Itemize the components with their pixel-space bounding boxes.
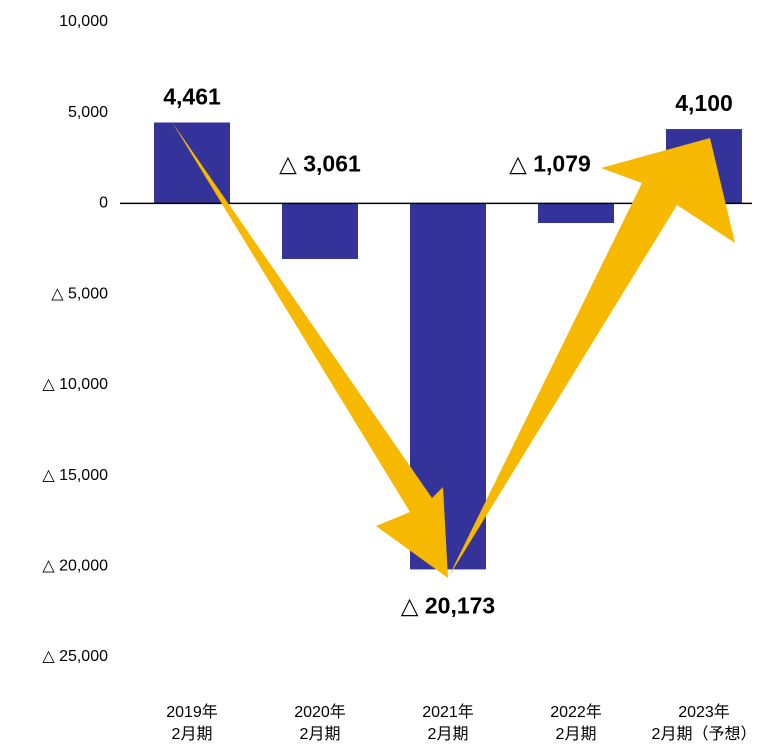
x-tick-label: 2023年: [678, 703, 730, 721]
x-tick-label: 2月期（予想）: [652, 725, 757, 743]
y-tick-label: △ 15,000: [42, 467, 108, 484]
x-tick-label: 2月期: [556, 725, 597, 743]
y-tick-label: 10,000: [59, 13, 108, 30]
y-tick-label: 0: [99, 195, 108, 212]
x-tick-label: 2月期: [300, 725, 341, 743]
bar: [282, 203, 358, 259]
arrow-up: [448, 138, 735, 578]
value-label: △ 3,061: [279, 151, 361, 177]
y-tick-label: △ 20,000: [42, 558, 108, 575]
bar: [538, 203, 614, 224]
value-label: △ 20,173: [401, 593, 495, 619]
y-tick-label: △ 25,000: [42, 648, 108, 665]
y-tick-label: 5,000: [68, 104, 108, 121]
x-tick-label: 2月期: [172, 725, 213, 743]
x-tick-label: 2019年: [166, 703, 218, 721]
value-label: 4,461: [163, 84, 221, 110]
y-tick-label: △ 5,000: [51, 285, 108, 302]
x-tick-label: 2021年: [422, 703, 474, 721]
arrow-down: [172, 122, 448, 578]
x-tick-label: 2022年: [550, 703, 602, 721]
value-label: 4,100: [675, 90, 733, 116]
value-label: △ 1,079: [509, 151, 591, 177]
x-tick-label: 2020年: [294, 703, 346, 721]
x-tick-label: 2月期: [428, 725, 469, 743]
y-tick-label: △ 10,000: [42, 376, 108, 393]
